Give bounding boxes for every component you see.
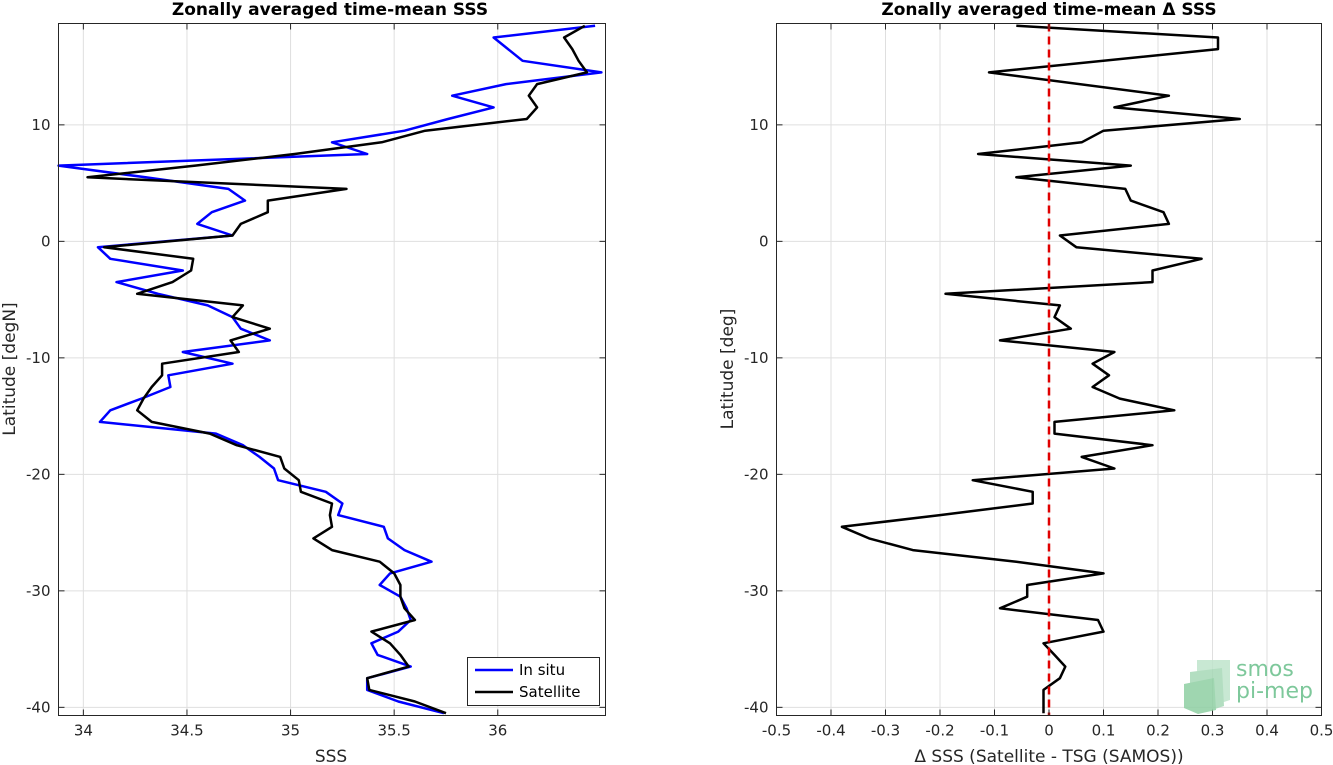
logo-text-line2: pi-mep: [1236, 679, 1313, 704]
right-x-tick-label: -0.2: [925, 722, 954, 740]
right-y-tick-label: 0: [759, 232, 769, 250]
left-y-tick-label: -30: [26, 582, 51, 600]
legend-box: [467, 657, 600, 706]
left-x-tick-label: 36: [488, 722, 507, 740]
legend-label-in-situ: In situ: [519, 661, 565, 679]
left-y-tick-label: -40: [26, 698, 51, 716]
left-x-tick-label: 34: [74, 722, 93, 740]
smos-pi-mep-logo: smos pi-mep: [1184, 657, 1313, 714]
right-y-tick-label: -40: [744, 698, 769, 716]
right-chart-title: Zonally averaged time-mean Δ SSS: [881, 0, 1216, 20]
legend-label-satellite: Satellite: [519, 683, 580, 701]
right-x-tick-label: 0: [1044, 722, 1054, 740]
right-x-tick-label: 0.4: [1255, 722, 1279, 740]
right-chart-panel: Zonally averaged time-mean Δ SSS -0.5 -0.…: [718, 0, 1333, 765]
left-series-line-satellite: [86, 24, 589, 715]
right-x-tick-label: 0.1: [1092, 722, 1116, 740]
right-y-tick-label: 10: [749, 116, 768, 134]
left-series-line-in-situ: [57, 24, 603, 715]
right-x-tick-label: -0.5: [762, 722, 791, 740]
left-chart-title: Zonally averaged time-mean SSS: [172, 0, 488, 20]
left-y-tick-label: 0: [41, 232, 51, 250]
logo-wave-icon: [1184, 660, 1230, 714]
right-x-tick-label: 0.3: [1201, 722, 1225, 740]
left-x-tick-label: 35.5: [377, 722, 410, 740]
left-x-axis-label: SSS: [315, 747, 347, 765]
left-y-tick-label: -20: [26, 465, 51, 483]
right-y-axis-label: Latitude [deg]: [718, 309, 738, 430]
right-series-line-delta-sss: [840, 24, 1242, 714]
right-x-axis-label: Δ SSS (Satellite - TSG (SAMOS)): [914, 747, 1183, 765]
left-chart-panel: Zonally averaged time-mean SSS 34 34.5 35 3…: [0, 0, 606, 765]
left-y-tick-label: -10: [26, 349, 51, 367]
left-x-tick-label: 35: [281, 722, 300, 740]
left-y-axis-label: Latitude [degN]: [0, 302, 20, 435]
legend: In situ Satellite: [467, 657, 600, 706]
right-y-tick-label: -20: [744, 465, 769, 483]
right-x-tick-label: 0.5: [1310, 722, 1333, 740]
left-plot-frame: [58, 23, 606, 716]
left-ticks: 34 34.5 35 35.5 36 10 0 -10 -20 -30 -40: [26, 23, 606, 740]
right-y-tick-label: -30: [744, 582, 769, 600]
right-ticks: -0.5 -0.4 -0.3 -0.2 -0.1 0 0.1 0.2 0.3 0.4 0.5 10 0 -…: [744, 23, 1333, 740]
left-gridlines: [58, 23, 606, 716]
right-y-tick-label: -10: [744, 349, 769, 367]
right-x-tick-label: 0.2: [1146, 722, 1170, 740]
logo-text-line1: smos: [1236, 657, 1294, 682]
right-x-tick-label: -0.1: [980, 722, 1009, 740]
right-series-group: [840, 23, 1242, 716]
right-x-tick-label: -0.3: [871, 722, 900, 740]
left-series-group: [57, 24, 603, 715]
left-y-tick-label: 10: [31, 116, 50, 134]
left-x-tick-label: 34.5: [170, 722, 203, 740]
right-x-tick-label: -0.4: [816, 722, 845, 740]
